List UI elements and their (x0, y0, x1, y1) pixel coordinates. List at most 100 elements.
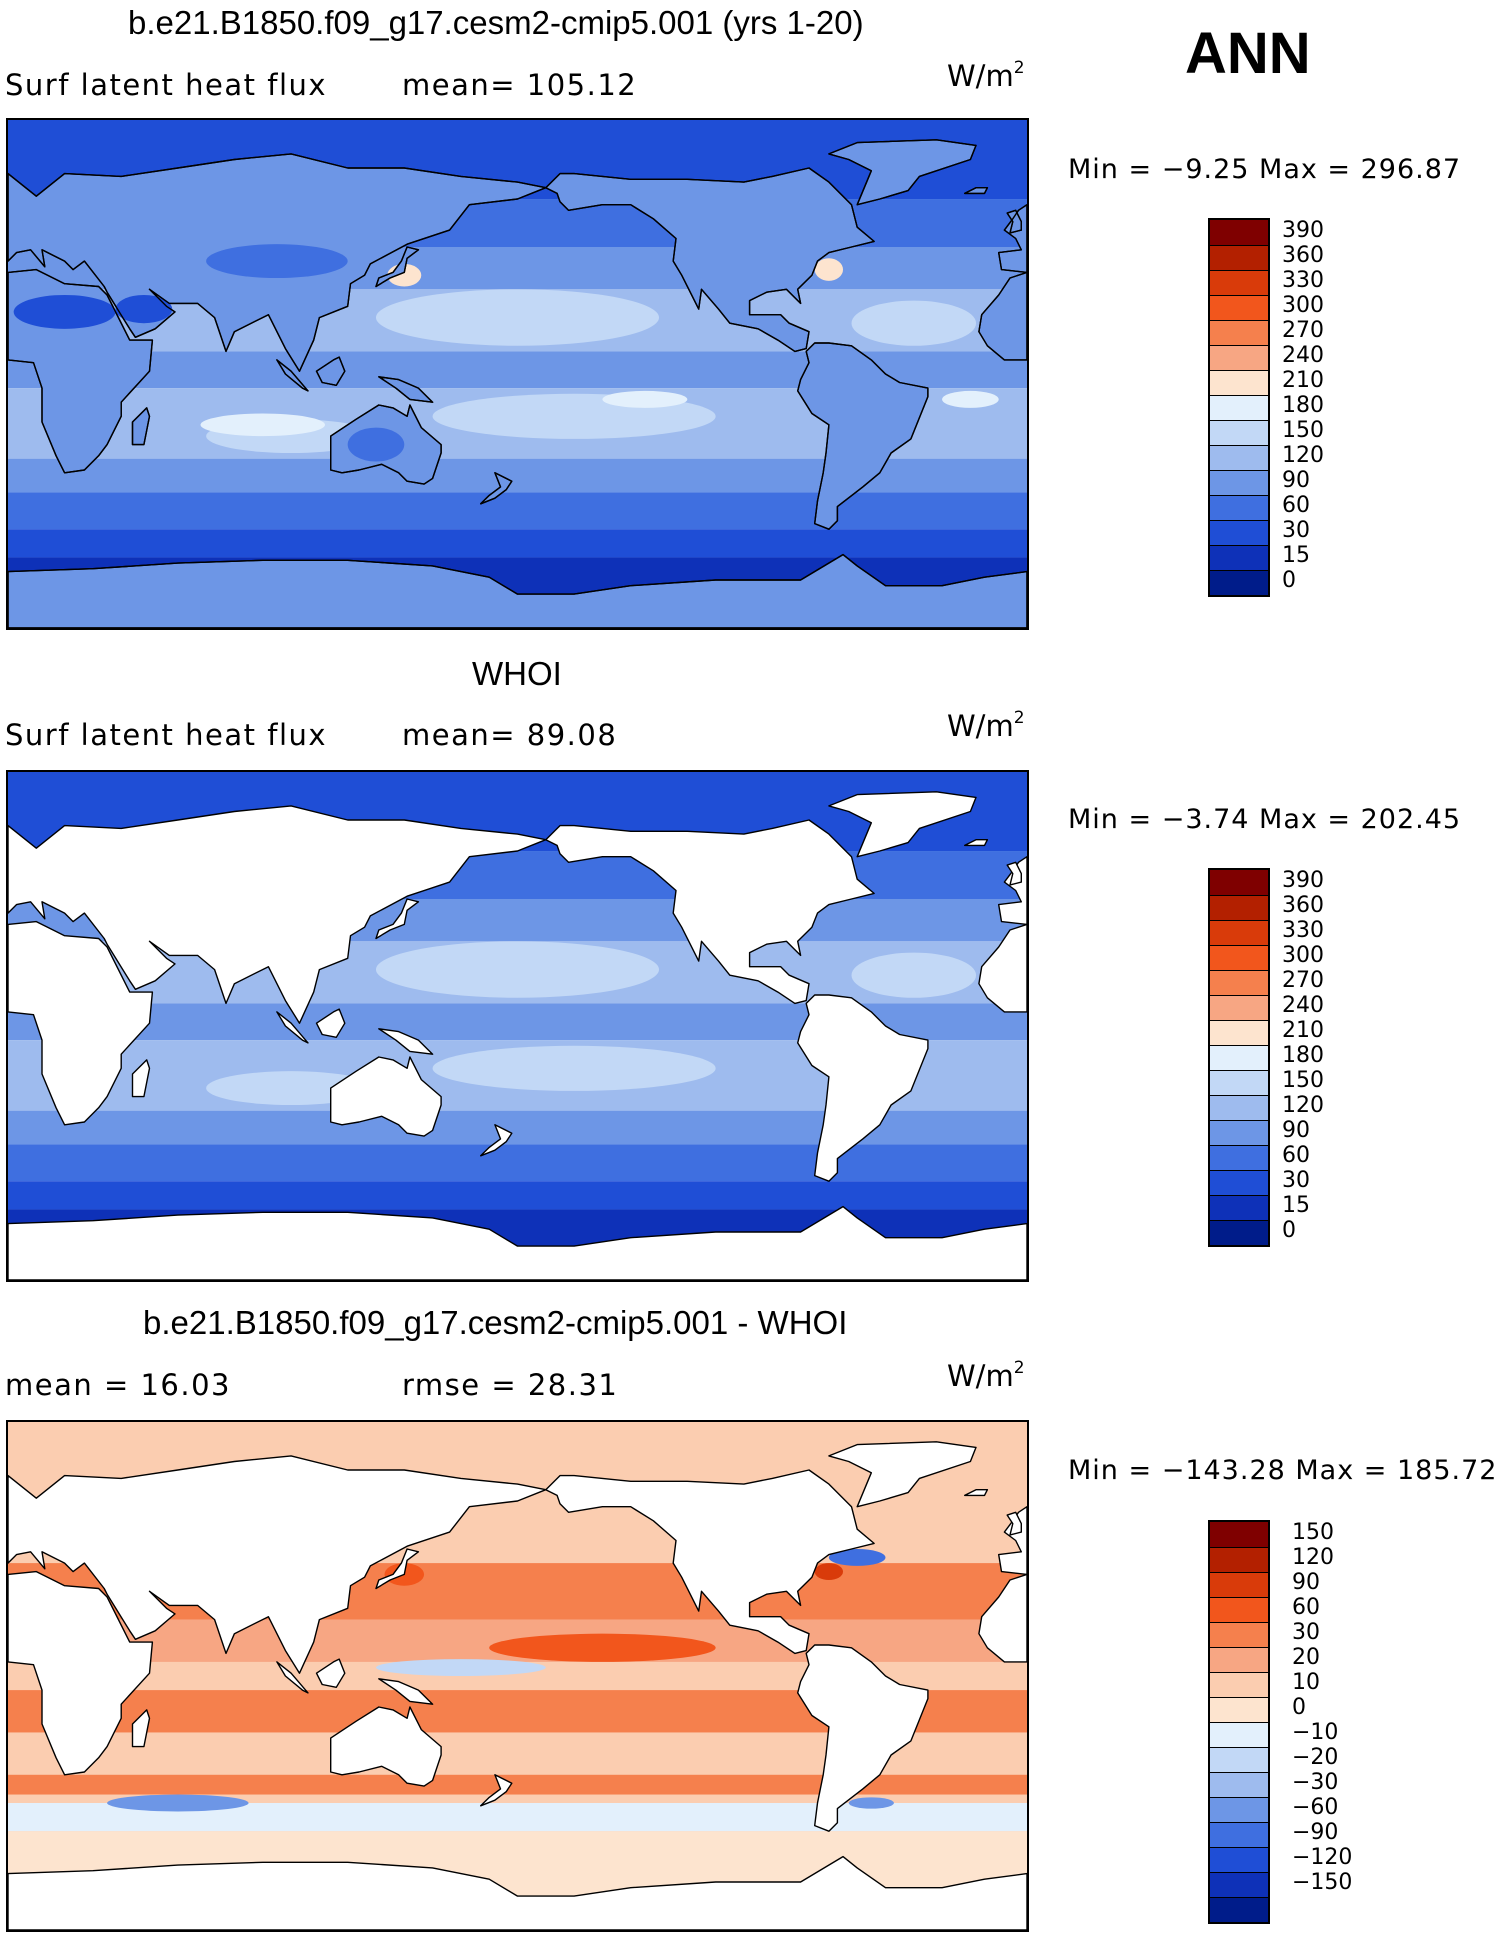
map-obs (6, 770, 1029, 1282)
legend-swatch (1210, 1872, 1268, 1897)
land-greenland (828, 1441, 977, 1508)
field-max (375, 289, 660, 346)
land-samerica (797, 994, 929, 1182)
mean-label: mean= 89.08 (402, 718, 618, 752)
coastline-africa_w (978, 271, 1027, 361)
coastline-australia (330, 404, 442, 485)
legend-swatch (1210, 270, 1268, 295)
legend-swatch (1210, 1145, 1268, 1170)
unit-label: W/m2 (947, 1358, 1025, 1393)
land-newguinea (378, 1028, 434, 1055)
field-band (8, 529, 1027, 558)
legend-swatch (1210, 395, 1268, 420)
coastline-madagascar (131, 407, 151, 446)
legend-label: −60 (1292, 1795, 1339, 1820)
land-borneo (315, 1008, 346, 1038)
legend-swatch (1210, 420, 1268, 445)
legend-swatch (1210, 1120, 1268, 1145)
legend-label: 15 (1282, 543, 1310, 568)
legend-swatch (1210, 1070, 1268, 1095)
legend-swatch (1210, 870, 1268, 895)
legend-swatch (1210, 1547, 1268, 1572)
legend-label: 240 (1282, 343, 1324, 368)
legend-label: 270 (1282, 968, 1324, 993)
variable-label: Surf latent heat flux (5, 718, 328, 752)
legend-swatch (1210, 1095, 1268, 1120)
legend-swatch (1210, 895, 1268, 920)
unit-base: W/m (947, 59, 1014, 93)
coastline-samerica (797, 342, 929, 530)
variable-label: Surf latent heat flux (5, 68, 328, 102)
land-dry (347, 427, 405, 462)
legend-swatch (1210, 1647, 1268, 1672)
legend-swatch (1210, 1697, 1268, 1722)
legend-swatch (1210, 1572, 1268, 1597)
diff-pos (814, 1563, 844, 1581)
unit-superscript: 2 (1013, 1358, 1025, 1378)
land-sumatra (276, 1661, 309, 1694)
panel-title: WHOI (472, 655, 562, 692)
diff-neg (828, 1549, 886, 1566)
legend-label: 30 (1282, 518, 1310, 543)
coastline-africa (8, 268, 154, 474)
legend-label: 120 (1292, 1545, 1334, 1570)
land-japan (375, 1548, 420, 1590)
diff-neg (107, 1794, 249, 1812)
legend-swatch (1210, 345, 1268, 370)
map-canvas (8, 1422, 1027, 1930)
legend-swatch (1210, 1220, 1268, 1245)
coastline-greenland (828, 139, 977, 206)
legend-label: 15 (1282, 1193, 1310, 1218)
legend-label: 0 (1282, 1218, 1296, 1243)
diff-neg (375, 1659, 546, 1676)
legend-label: −10 (1292, 1720, 1339, 1745)
land-madagascar (131, 1709, 151, 1748)
field-band (8, 492, 1027, 530)
legend-label: 300 (1282, 943, 1324, 968)
legend-label: 30 (1292, 1620, 1320, 1645)
legend-label: 90 (1282, 1118, 1310, 1143)
legend-label: −90 (1292, 1820, 1339, 1845)
coastline-borneo (315, 356, 346, 386)
color-legend (1208, 868, 1270, 1247)
legend-swatch (1210, 1772, 1268, 1797)
legend-label: −150 (1292, 1870, 1353, 1895)
map-model (6, 118, 1029, 630)
coastline-nz (480, 472, 513, 505)
land-greenland (828, 791, 977, 858)
color-legend (1208, 1520, 1270, 1924)
land-britain (1006, 861, 1022, 886)
legend-swatch (1210, 245, 1268, 270)
legend-swatch (1210, 1797, 1268, 1822)
field-band (8, 1181, 1027, 1210)
land-antarctica (8, 1205, 1027, 1280)
season-label: ANN (1185, 21, 1311, 86)
legend-label: 120 (1282, 1093, 1324, 1118)
land-dry (115, 294, 173, 324)
diff-neg (848, 1797, 894, 1809)
legend-swatch (1210, 1672, 1268, 1697)
legend-label: 360 (1282, 243, 1324, 268)
diff-band (8, 1774, 1027, 1795)
panel-title: b.e21.B1850.f09_g17.cesm2-cmip5.001 - WH… (143, 1304, 848, 1341)
legend-swatch (1210, 495, 1268, 520)
field-max (851, 952, 977, 998)
legend-swatch (1210, 970, 1268, 995)
land-antarctica (8, 1855, 1027, 1930)
legend-swatch (1210, 470, 1268, 495)
legend-label: 0 (1292, 1695, 1306, 1720)
coastline-eurasia (8, 153, 547, 372)
legend-swatch (1210, 995, 1268, 1020)
legend-label: 270 (1282, 318, 1324, 343)
diff-pos (489, 1633, 716, 1662)
unit-base: W/m (947, 709, 1014, 743)
land-borneo (315, 1658, 346, 1688)
mean-label: mean = 16.03 (5, 1368, 231, 1402)
legend-swatch (1210, 520, 1268, 545)
legend-label: 240 (1282, 993, 1324, 1018)
mean-label: mean= 105.12 (402, 68, 638, 102)
land-dry (206, 244, 348, 279)
legend-swatch (1210, 1622, 1268, 1647)
land-africa_w (978, 923, 1027, 1013)
legend-label: 390 (1282, 218, 1324, 243)
